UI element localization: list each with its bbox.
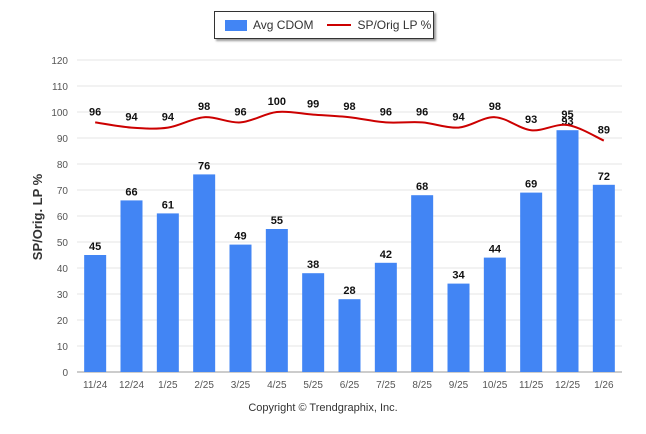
line-label: 98 bbox=[489, 101, 501, 113]
x-tick-label: 1/26 bbox=[594, 380, 614, 391]
bar-label: 69 bbox=[525, 179, 537, 191]
bar bbox=[84, 255, 107, 372]
x-tick-label: 11/25 bbox=[519, 380, 544, 391]
y-tick-label: 80 bbox=[57, 160, 69, 171]
bar-label: 61 bbox=[162, 199, 174, 211]
legend-item-bar[interactable]: Avg CDOM bbox=[215, 18, 313, 32]
legend: Avg CDOM SP/Orig LP % bbox=[214, 11, 434, 39]
y-tick-label: 50 bbox=[57, 238, 69, 249]
bar-label: 42 bbox=[380, 249, 392, 261]
x-tick-label: 2/25 bbox=[194, 380, 214, 391]
series-line bbox=[95, 110, 605, 142]
line-label: 98 bbox=[343, 101, 355, 113]
x-tick-label: 6/25 bbox=[340, 380, 360, 391]
bar-label: 66 bbox=[125, 186, 137, 198]
y-tick-label: 90 bbox=[57, 134, 69, 145]
bar bbox=[156, 213, 179, 372]
bar-label: 28 bbox=[343, 285, 355, 297]
bar bbox=[193, 174, 216, 372]
bar bbox=[265, 229, 288, 372]
x-tick-label: 10/25 bbox=[482, 380, 507, 391]
line-label: 94 bbox=[452, 112, 465, 124]
x-axis-ticks: 11/24 12/24 1/25 2/25 3/25 4/25 5/25 6/25 7/25 8/… bbox=[83, 380, 614, 391]
legend-item-line[interactable]: SP/Orig LP % bbox=[313, 18, 431, 32]
y-tick-label: 110 bbox=[52, 82, 68, 93]
line-label: 95 bbox=[561, 109, 573, 121]
y-tick-label: 30 bbox=[57, 290, 69, 301]
legend-bar-label: Avg CDOM bbox=[253, 18, 314, 32]
legend-bar-swatch bbox=[225, 19, 247, 31]
bar bbox=[374, 262, 397, 372]
bar-label: 55 bbox=[271, 215, 283, 227]
x-tick-label: 7/25 bbox=[376, 380, 396, 391]
bar-labels: 45 66 61 76 49 55 38 28 42 68 34 44 69 93 72 bbox=[89, 116, 610, 297]
line-label: 98 bbox=[198, 101, 210, 113]
bar-label: 68 bbox=[416, 181, 428, 193]
line-label: 94 bbox=[162, 112, 175, 124]
bar bbox=[411, 195, 434, 372]
y-tick-label: 70 bbox=[57, 186, 69, 197]
bar bbox=[520, 192, 543, 372]
x-tick-label: 12/24 bbox=[119, 380, 144, 391]
x-tick-label: 4/25 bbox=[267, 380, 287, 391]
line-label: 96 bbox=[416, 106, 428, 118]
bar-label: 38 bbox=[307, 259, 319, 271]
copyright-text: Copyright © Trendgraphix, Inc. bbox=[248, 402, 398, 414]
x-tick-label: 5/25 bbox=[303, 380, 323, 391]
bar bbox=[483, 257, 506, 372]
line-label: 89 bbox=[598, 125, 610, 137]
bar bbox=[592, 184, 615, 372]
line-labels: 96 94 94 98 96 100 99 98 96 96 94 98 93 95 89 bbox=[89, 96, 610, 137]
bar-series bbox=[84, 130, 615, 372]
line-label: 96 bbox=[234, 106, 246, 118]
bar bbox=[120, 200, 143, 372]
legend-line-swatch bbox=[327, 24, 352, 26]
bar bbox=[556, 130, 579, 372]
line-label: 94 bbox=[125, 112, 138, 124]
line-label: 99 bbox=[307, 99, 319, 111]
x-tick-label: 12/25 bbox=[555, 380, 580, 391]
bar-label: 72 bbox=[598, 171, 610, 183]
y-tick-label: 0 bbox=[62, 368, 68, 379]
x-tick-label: 3/25 bbox=[231, 380, 251, 391]
y-tick-label: 20 bbox=[57, 316, 69, 327]
y-tick-label: 120 bbox=[51, 56, 68, 67]
bar-label: 45 bbox=[89, 241, 101, 253]
y-tick-label: 60 bbox=[57, 212, 69, 223]
line-label: 100 bbox=[268, 96, 286, 108]
x-tick-label: 11/24 bbox=[83, 380, 108, 391]
y-axis-ticks: 0 10 20 30 40 50 60 70 80 90 100 110 120 bbox=[51, 56, 68, 379]
x-tick-label: 8/25 bbox=[412, 380, 432, 391]
bar bbox=[229, 244, 252, 372]
x-tick-label: 9/25 bbox=[449, 380, 469, 391]
y-tick-label: 100 bbox=[51, 108, 68, 119]
bar-label: 76 bbox=[198, 160, 210, 172]
legend-line-label: SP/Orig LP % bbox=[357, 18, 432, 32]
line-label: 93 bbox=[525, 114, 537, 126]
x-tick-label: 1/25 bbox=[158, 380, 178, 391]
y-tick-label: 10 bbox=[57, 342, 69, 353]
bar bbox=[447, 283, 470, 372]
bar-label: 44 bbox=[489, 244, 502, 256]
y-tick-label: 40 bbox=[57, 264, 69, 275]
y-axis-label: SP/Orig. LP % bbox=[30, 173, 45, 260]
line-series bbox=[95, 110, 605, 142]
bar bbox=[338, 299, 361, 372]
bar-label: 34 bbox=[452, 270, 465, 282]
line-label: 96 bbox=[380, 106, 392, 118]
bar-label: 49 bbox=[234, 231, 246, 243]
bar bbox=[302, 273, 325, 372]
line-label: 96 bbox=[89, 106, 101, 118]
